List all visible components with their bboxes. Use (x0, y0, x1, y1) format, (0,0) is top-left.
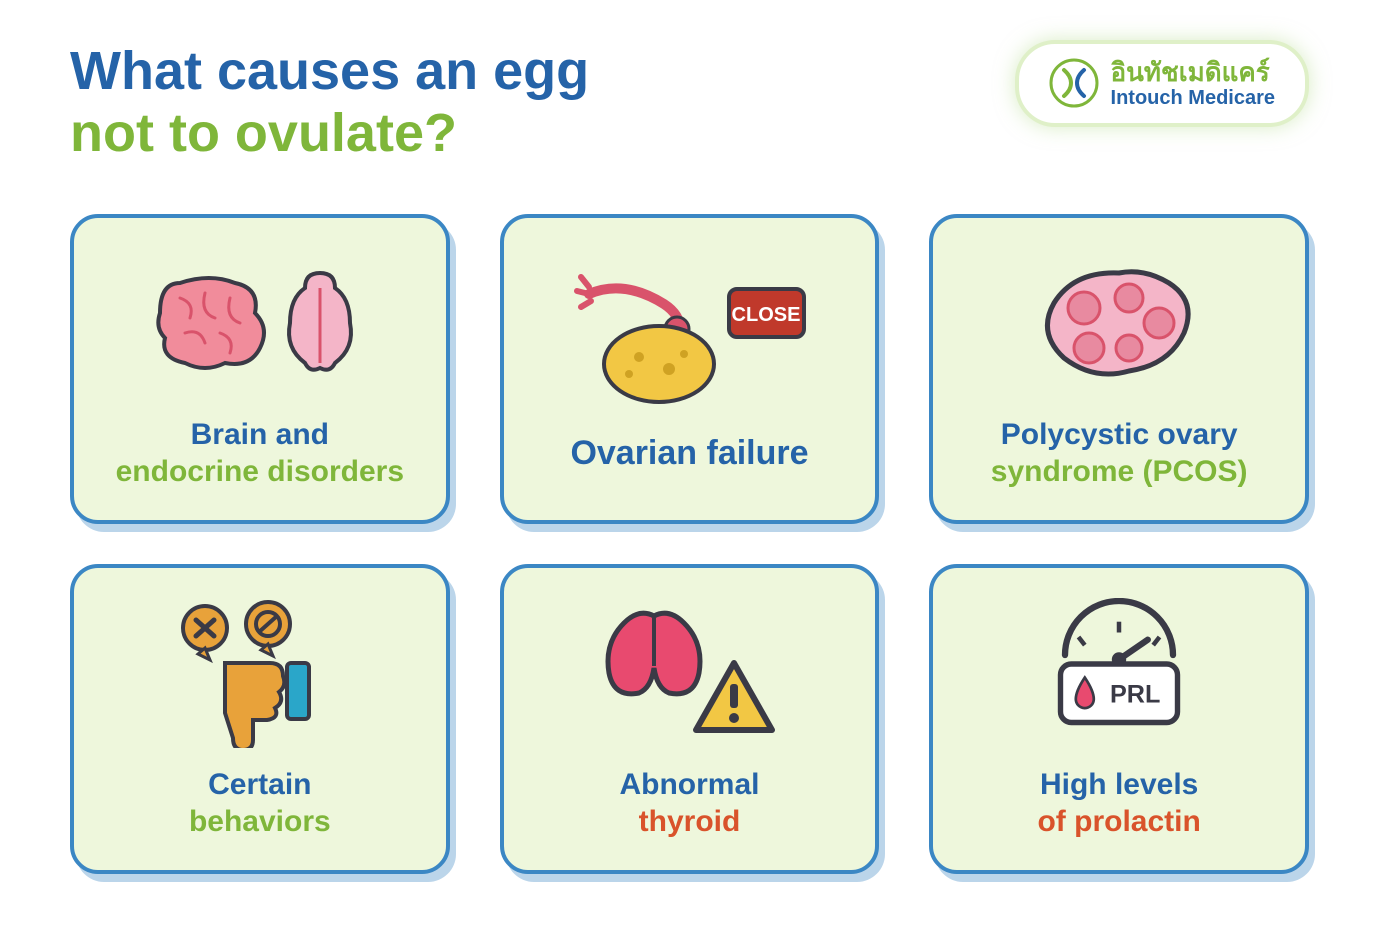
logo-icon (1049, 58, 1099, 108)
card-prolactin: PRL High levels of prolactin (929, 564, 1309, 874)
card-behaviors: Certain behaviors (70, 564, 450, 874)
label-line2: endocrine disorders (116, 455, 404, 488)
logo-badge: อินทัชเมดิแคร์ Intouch Medicare (1015, 40, 1309, 127)
label-line2: syndrome (PCOS) (991, 455, 1248, 488)
brain-gland-icon (94, 248, 426, 398)
label-line1: Abnormal (619, 768, 759, 801)
card-label: High levels of prolactin (1037, 766, 1200, 841)
label-line1: High levels (1040, 768, 1198, 801)
logo-thai-text: อินทัชเมดิแคร์ (1111, 58, 1275, 87)
card-label: Polycystic ovary syndrome (PCOS) (991, 416, 1248, 491)
label-line1: Certain (208, 768, 311, 801)
label-line1: Brain and (191, 418, 329, 451)
title-line2: not to ovulate? (70, 103, 457, 163)
label-line1: Ovarian failure (570, 434, 808, 472)
card-brain-endocrine: Brain and endocrine disorders (70, 214, 450, 524)
logo-text: อินทัชเมดิแคร์ Intouch Medicare (1111, 58, 1275, 109)
card-label: Abnormal thyroid (619, 766, 759, 841)
header: What causes an egg not to ovulate? อินทั… (70, 40, 1309, 164)
thumbs-down-icon (94, 598, 426, 748)
label-line2: behaviors (189, 805, 331, 838)
prl-badge-text: PRL (1110, 680, 1160, 708)
label-line2: thyroid (639, 805, 741, 838)
close-badge-text: CLOSE (732, 304, 801, 326)
cards-grid: Brain and endocrine disorders CLOSE (70, 214, 1309, 874)
card-ovarian-failure: CLOSE Ovarian failure (500, 214, 880, 524)
card-label: Brain and endocrine disorders (116, 416, 404, 491)
card-label: Certain behaviors (189, 766, 331, 841)
polycystic-ovary-icon (953, 248, 1285, 398)
label-line2: of prolactin (1037, 805, 1200, 838)
card-thyroid: Abnormal thyroid (500, 564, 880, 874)
page-title: What causes an egg not to ovulate? (70, 40, 589, 164)
prl-gauge-icon: PRL (953, 598, 1285, 748)
logo-english-text: Intouch Medicare (1111, 87, 1275, 109)
ovary-close-icon: CLOSE (524, 264, 856, 414)
title-line1: What causes an egg (70, 41, 589, 101)
label-line1: Polycystic ovary (1001, 418, 1238, 451)
card-pcos: Polycystic ovary syndrome (PCOS) (929, 214, 1309, 524)
card-label: Ovarian failure (570, 432, 808, 475)
thyroid-warning-icon (524, 598, 856, 748)
